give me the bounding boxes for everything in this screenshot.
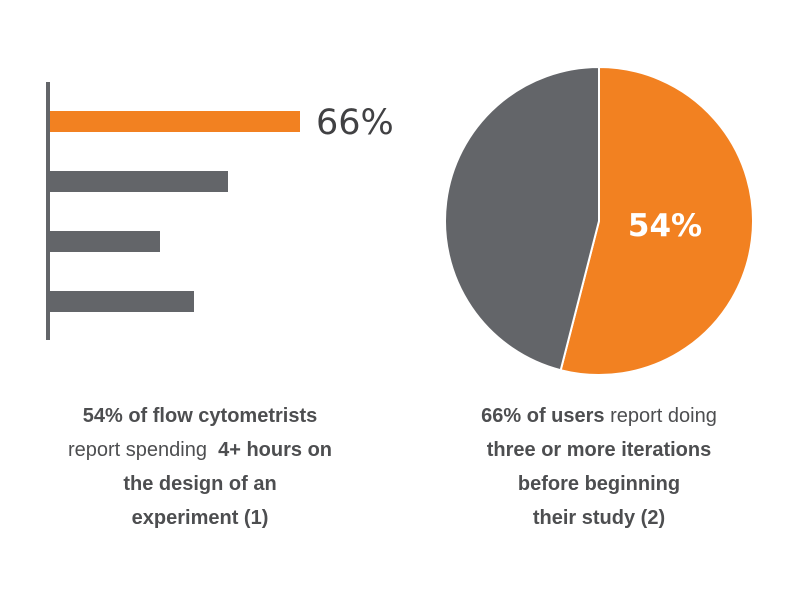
caption-text-bold: 4+ hours on — [218, 439, 332, 461]
caption-line: 66% of users report doing — [419, 399, 779, 433]
caption-line: experiment (1) — [20, 501, 380, 535]
pie-slice-label: 54% — [627, 208, 703, 244]
caption-text-bold: the design of an — [123, 473, 277, 495]
bar-value-label: 66% — [316, 103, 394, 143]
pie-chart — [444, 66, 754, 376]
bar-4 — [50, 291, 194, 312]
bar-chart-axis — [46, 82, 50, 340]
bar-2 — [50, 171, 228, 192]
bar-1 — [50, 111, 300, 132]
caption-line: before beginning — [419, 467, 779, 501]
caption-line: their study (2) — [419, 501, 779, 535]
caption-text-bold: three or more iterations — [486, 439, 712, 461]
caption-line: three or more iterations — [419, 433, 779, 467]
caption-line: 54% of flow cytometrists — [20, 399, 380, 433]
caption-right: 66% of users report doing three or more i… — [419, 399, 779, 535]
caption-text-bold: before beginning — [517, 473, 681, 495]
caption-text-bold: their study (2) — [532, 507, 666, 529]
caption-text: report spending — [67, 439, 219, 461]
pie-slice-2 — [444, 66, 600, 372]
caption-line: the design of an — [20, 467, 380, 501]
caption-text-bold: 66% of users — [481, 405, 605, 427]
caption-line: report spending 4+ hours on — [20, 433, 380, 467]
caption-text-bold: experiment (1) — [131, 507, 269, 529]
caption-left: 54% of flow cytometrists report spending … — [20, 399, 380, 535]
caption-text: report doing — [604, 405, 717, 427]
bar-3 — [50, 231, 160, 252]
pie-slice-1 — [559, 66, 754, 376]
caption-text-bold: 54% of flow cytometrists — [82, 405, 318, 427]
